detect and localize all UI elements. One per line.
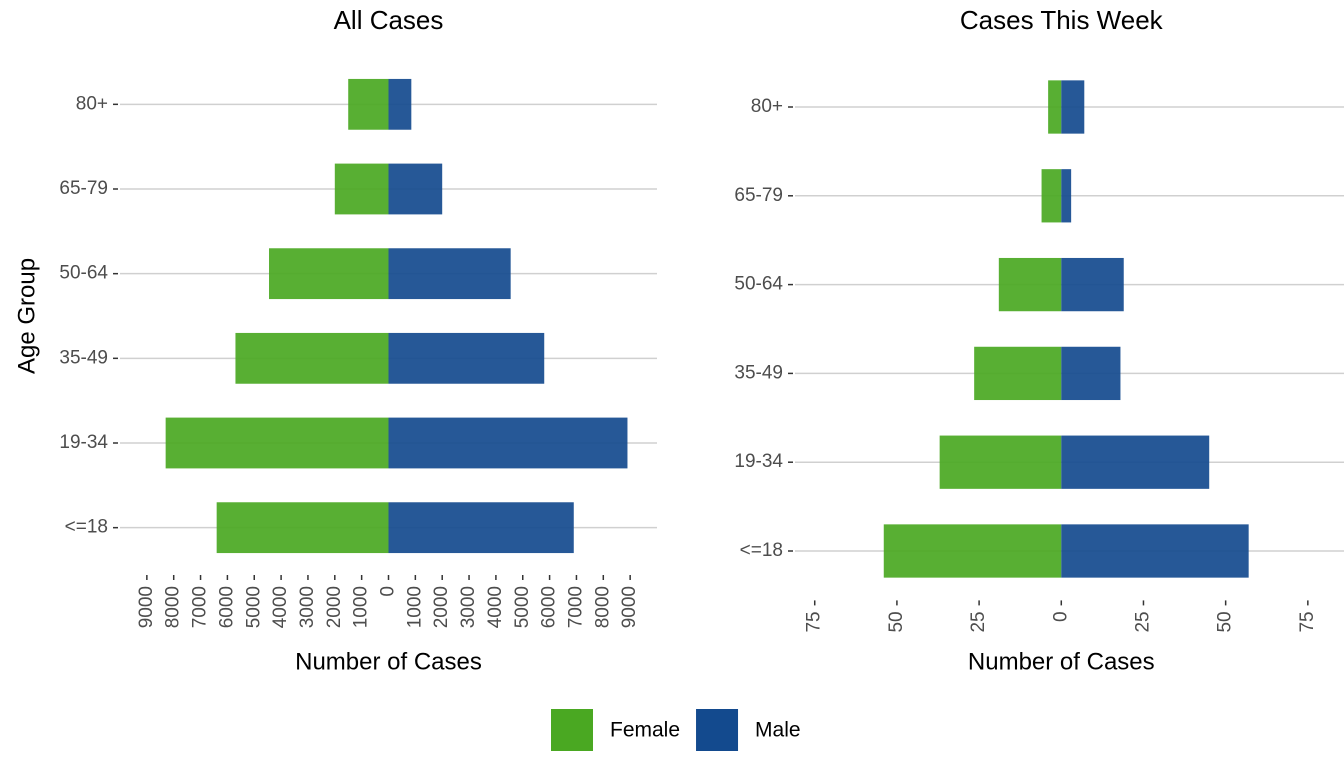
- x-tick-label: 3000: [458, 586, 479, 628]
- chart-title: All Cases: [334, 5, 444, 35]
- y-tick-label: 50-64: [734, 274, 783, 295]
- x-tick-label: 2000: [431, 586, 452, 628]
- y-tick-label: 50-64: [59, 263, 108, 284]
- x-tick-label: 2000: [324, 586, 345, 628]
- bar: [165, 417, 389, 469]
- y-tick-label: 80+: [76, 93, 108, 114]
- bar: [388, 332, 545, 384]
- x-axis-title: Number of Cases: [968, 648, 1155, 675]
- y-tick-label: <=18: [740, 540, 783, 561]
- chart-title: Cases This Week: [960, 5, 1164, 35]
- y-tick-label: 19-34: [734, 451, 783, 472]
- x-tick-label: 3000: [297, 586, 318, 628]
- y-tick-label: <=18: [65, 517, 108, 538]
- bar: [1061, 435, 1210, 489]
- x-tick-label: 50: [886, 611, 907, 632]
- bar: [1061, 169, 1072, 223]
- bar: [216, 502, 389, 554]
- x-tick-label: 7000: [565, 586, 586, 628]
- x-tick-label: 1000: [404, 586, 425, 628]
- x-tick-label: 5000: [512, 586, 533, 628]
- bar: [1061, 80, 1085, 134]
- x-tick-label: 4000: [270, 586, 291, 628]
- x-tick-label: 8000: [163, 586, 184, 628]
- x-tick-label: 4000: [485, 586, 506, 628]
- bar: [388, 78, 412, 130]
- bar: [1061, 524, 1249, 578]
- y-tick-label: 65-79: [734, 185, 783, 206]
- bar: [388, 248, 511, 300]
- legend-label: Female: [610, 719, 680, 742]
- bar: [1061, 346, 1121, 401]
- bar: [388, 502, 574, 554]
- x-tick-label: 1000: [351, 586, 372, 628]
- bar: [235, 332, 389, 384]
- bar: [348, 78, 389, 130]
- y-tick-label: 35-49: [59, 347, 108, 368]
- bar: [1061, 257, 1124, 312]
- x-tick-label: 75: [1297, 611, 1318, 632]
- bar: [998, 257, 1062, 312]
- x-tick-label: 9000: [136, 586, 157, 628]
- bar: [388, 163, 443, 215]
- legend-label: Male: [755, 719, 801, 742]
- legend-swatch: [551, 709, 593, 751]
- bar: [334, 163, 389, 215]
- x-tick-label: 6000: [539, 586, 560, 628]
- bar: [1048, 80, 1062, 134]
- x-tick-label: 7000: [190, 586, 211, 628]
- x-tick-label: 5000: [243, 586, 264, 628]
- legend-swatch: [696, 709, 739, 751]
- x-tick-label: 8000: [592, 586, 613, 628]
- x-tick-label: 9000: [619, 586, 640, 628]
- x-tick-label: 0: [378, 586, 399, 597]
- x-tick-label: 75: [804, 611, 825, 632]
- bar: [1041, 169, 1062, 223]
- y-tick-label: 65-79: [59, 178, 108, 199]
- x-axis-title: Number of Cases: [295, 648, 482, 675]
- bar: [883, 524, 1062, 578]
- x-tick-label: 25: [968, 611, 989, 632]
- x-tick-label: 25: [1132, 611, 1153, 632]
- x-tick-label: 6000: [216, 586, 237, 628]
- bar: [939, 435, 1062, 489]
- bar: [269, 248, 389, 300]
- y-tick-label: 19-34: [59, 432, 108, 453]
- bar: [974, 346, 1062, 401]
- x-tick-label: 0: [1050, 611, 1071, 622]
- y-tick-label: 80+: [751, 96, 783, 117]
- y-axis-title: Age Group: [13, 258, 40, 374]
- x-tick-label: 50: [1215, 611, 1236, 632]
- y-tick-label: 35-49: [734, 362, 783, 383]
- bar: [388, 417, 628, 469]
